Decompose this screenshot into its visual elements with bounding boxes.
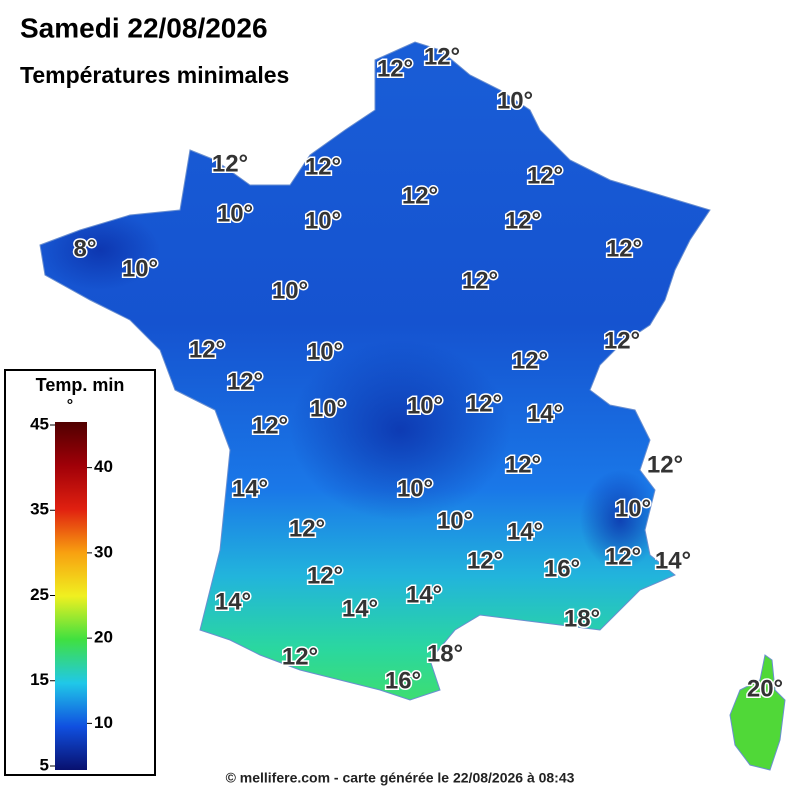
temp-label: 12° <box>604 327 640 354</box>
tick-label: 40 <box>94 457 113 476</box>
temp-label: 14° <box>406 581 442 608</box>
tick-label: 20 <box>94 628 113 647</box>
tick-label: 10 <box>94 713 113 732</box>
temp-label: 14° <box>507 518 543 545</box>
temp-label: 10° <box>217 200 253 227</box>
temp-label: 12° <box>466 390 502 417</box>
temp-label: 12° <box>189 336 225 363</box>
temp-label: 12° <box>605 543 641 570</box>
temp-label: 16° <box>544 555 580 582</box>
temp-label: 18° <box>564 605 600 632</box>
temp-label: 12° <box>289 515 325 542</box>
temperature-labels: 12°12°10°12° 12° 12°12°10° 10° 12°8° 12°10° 12… <box>72 42 785 704</box>
temp-label: 12° <box>212 150 248 177</box>
temp-label: 10° <box>272 277 308 304</box>
temp-label: 14° <box>527 400 563 427</box>
temp-label: 12° <box>467 547 503 574</box>
temp-label: 10° <box>437 507 473 534</box>
temp-label: 12° <box>402 182 438 209</box>
temp-label: 10° <box>407 392 443 419</box>
legend-title: Temp. min <box>36 375 125 395</box>
temp-label: 10° <box>305 207 341 234</box>
colorbar-ticks: 5 10 15 20 25 30 35 40 45 <box>30 414 113 774</box>
temp-label: 12° <box>282 643 318 670</box>
tick-label: 30 <box>94 542 113 561</box>
temp-label: 12° <box>227 368 263 395</box>
temp-label: 12° <box>307 562 343 589</box>
temp-label: 10° <box>397 475 433 502</box>
temp-label: 12° <box>512 347 548 374</box>
temp-label: 12° <box>527 162 563 189</box>
tick-label: 45 <box>30 414 49 433</box>
legend-unit: ° <box>67 397 73 414</box>
temp-label: 10° <box>310 395 346 422</box>
temp-label: 8° <box>74 235 97 262</box>
temp-label: 10° <box>122 255 158 282</box>
date-title: Samedi 22/08/2026 <box>20 12 268 43</box>
tick-label: 15 <box>30 670 49 689</box>
map-title: Températures minimales <box>20 62 289 88</box>
temp-label: 12° <box>305 153 341 180</box>
footer: © mellifere.com - carte générée le 22/08… <box>226 770 575 786</box>
temp-label: 18° <box>427 640 463 667</box>
temp-label: 12° <box>505 207 541 234</box>
temp-label: 12° <box>424 43 460 70</box>
tick-label: 35 <box>30 500 49 519</box>
temp-label: 10° <box>615 495 651 522</box>
temp-label: 14° <box>215 588 251 615</box>
temp-label: 12° <box>377 55 413 82</box>
temp-label: 10° <box>497 87 533 114</box>
temp-label: 12° <box>462 267 498 294</box>
temp-label: 12° <box>252 412 288 439</box>
temp-label: 12° <box>606 235 642 262</box>
temp-label: 10° <box>307 338 343 365</box>
temp-label: 12° <box>505 451 541 478</box>
temp-label: 16° <box>385 667 421 694</box>
temp-label: 14° <box>232 475 268 502</box>
tick-label: 25 <box>30 585 49 604</box>
corsica <box>729 654 786 771</box>
temp-label: 12° <box>647 451 683 478</box>
temp-label: 14° <box>342 595 378 622</box>
colorbar <box>55 422 87 770</box>
temp-label: 14° <box>655 547 691 574</box>
border <box>39 41 711 701</box>
tick-label: 5 <box>40 755 49 774</box>
temp-label: 20° <box>747 675 783 702</box>
